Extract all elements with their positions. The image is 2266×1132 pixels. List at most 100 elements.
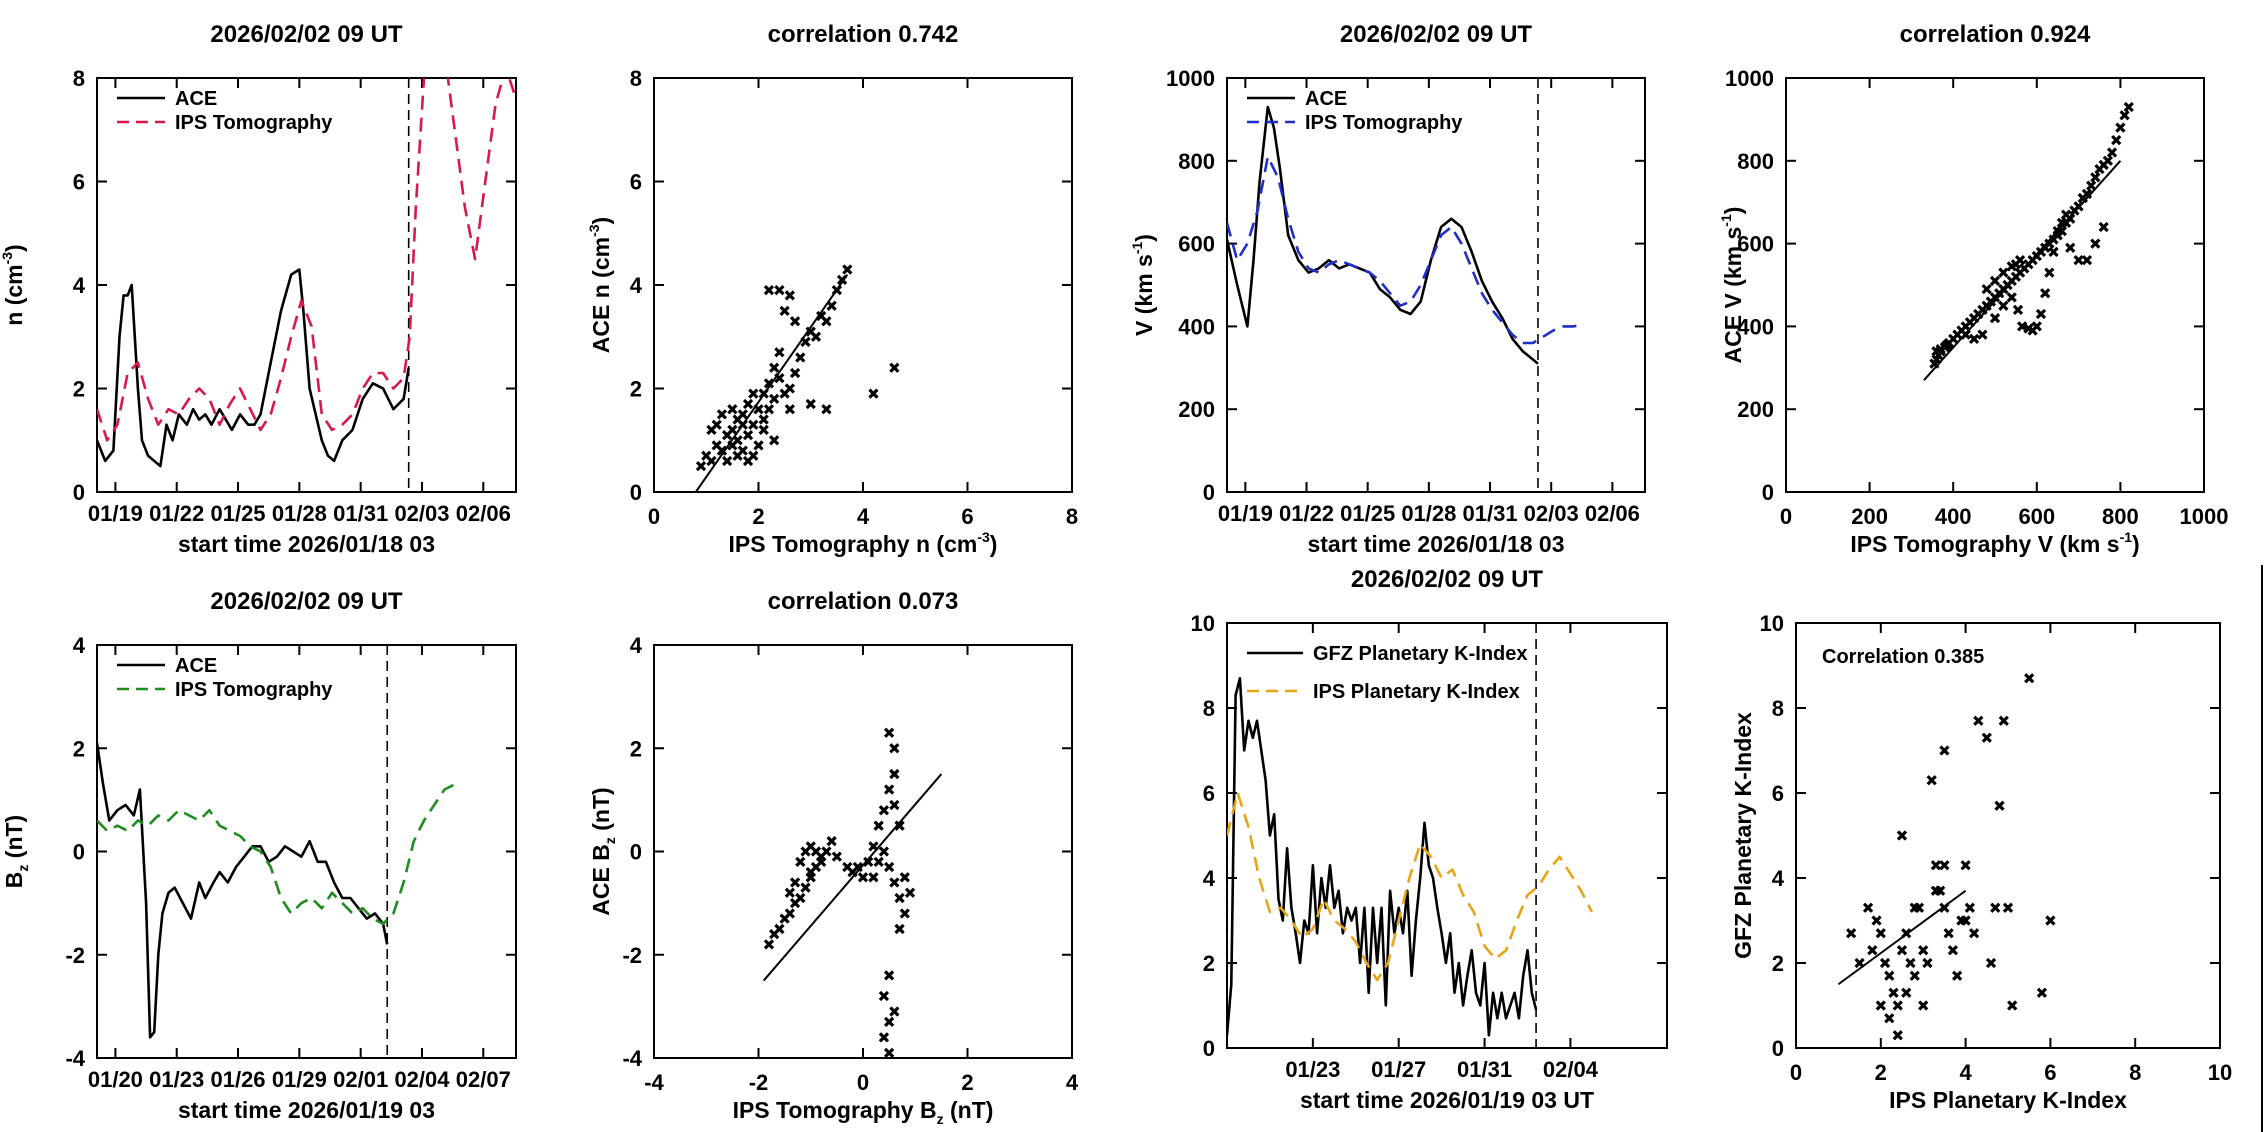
chart-panel-6: -4 -2 0 2 4 -4 -2 0 2 4 correlation 0.073 IPS Tomog…: [588, 588, 1079, 1127]
data-point: [763, 378, 775, 389]
data-point: [1892, 1000, 1903, 1011]
data-point: [1901, 987, 1912, 998]
data-point: [737, 409, 748, 420]
data-point: [1875, 1000, 1886, 1011]
data-point: [2006, 292, 2017, 303]
data-point: [810, 331, 822, 342]
y-tick-label: 10: [1760, 611, 1784, 636]
data-point: [774, 923, 785, 935]
data-point: [748, 388, 759, 399]
x-tick-label: 8: [2129, 1060, 2141, 1085]
data-point: [1888, 987, 1899, 998]
x-tick-label: 01/28: [272, 501, 327, 526]
data-point: [795, 892, 806, 904]
chart-panel-4: 0 200 400 600 800 1000 0 200 400 600 800 1000 correl…: [1718, 21, 2228, 557]
plot-area: [1227, 78, 1585, 492]
x-tick-label: 01/31: [333, 501, 388, 526]
data-point: [2036, 987, 2048, 998]
data-point: [748, 419, 759, 430]
data-point: [889, 877, 900, 888]
y-tick-label: 0: [1203, 1036, 1215, 1061]
data-point: [2040, 288, 2051, 299]
data-point: [1896, 830, 1908, 841]
legend-label: ACE: [175, 88, 217, 110]
data-point: [1901, 928, 1912, 939]
data-point: [821, 846, 832, 857]
data-point: [795, 352, 806, 363]
x-tick-label: 02/06: [456, 501, 511, 526]
data-point: [784, 887, 795, 898]
data-point: [716, 445, 728, 456]
data-point: [2052, 226, 2063, 237]
data-point: [716, 409, 728, 420]
x-tick-label: 01/23: [149, 1067, 204, 1092]
y-tick-label: 4: [1772, 866, 1785, 891]
data-point: [1990, 902, 2001, 913]
data-point: [2014, 255, 2026, 266]
x-axis-label: start time 2026/01/19 03: [178, 1097, 435, 1123]
y-tick-label: 200: [1737, 397, 1774, 422]
x-tick-label: 2: [1875, 1060, 1887, 1085]
data-point: [1951, 970, 1963, 981]
data-point: [826, 836, 837, 847]
x-tick-label: 0: [1790, 1060, 1802, 1085]
legend-label: ACE: [175, 655, 217, 677]
x-tick-label: 01/31: [1457, 1057, 1512, 1082]
data-point: [889, 362, 900, 373]
data-point: [878, 805, 890, 816]
data-point: [1909, 970, 1920, 981]
data-point: [1994, 800, 2005, 811]
data-point: [1926, 775, 1937, 786]
y-tick-label: 2: [630, 736, 642, 761]
data-point: [1892, 1030, 1903, 1041]
data-point: [774, 285, 785, 296]
y-tick-label: 800: [1737, 149, 1774, 174]
data-point: [2073, 201, 2084, 212]
data-point: [831, 851, 843, 862]
data-point: [889, 743, 900, 754]
data-point: [836, 274, 848, 285]
data-point: [789, 316, 801, 327]
y-tick-label: 600: [1737, 232, 1774, 257]
data-point: [1981, 732, 1992, 743]
data-point: [889, 1006, 900, 1017]
data-point: [2081, 188, 2093, 200]
plot-area: [762, 727, 943, 1058]
x-axis-label: IPS Tomography Bz (nT): [733, 1097, 994, 1127]
x-tick-label: 01/31: [1463, 501, 1518, 526]
x-tick-label: 02/07: [456, 1067, 511, 1092]
x-tick-label: 10: [2208, 1060, 2232, 1085]
x-tick-label: 01/20: [88, 1067, 143, 1092]
data-point: [784, 290, 795, 301]
y-tick-label: 0: [1762, 480, 1774, 505]
data-point: [789, 367, 801, 379]
data-point: [1998, 715, 2009, 726]
x-tick-label: 2: [961, 1070, 973, 1095]
data-point: [883, 1016, 895, 1027]
y-tick-label: 2: [1203, 951, 1215, 976]
data-point: [758, 388, 769, 399]
data-point: [1879, 957, 1891, 969]
data-point: [1989, 312, 2001, 324]
data-point: [1960, 329, 1971, 340]
data-point: [2045, 915, 2056, 926]
data-point: [695, 460, 707, 472]
data-point: [1985, 957, 1997, 969]
data-point: [2017, 321, 2028, 332]
data-point: [2035, 308, 2047, 320]
data-point: [2115, 122, 2126, 133]
plot-area: [1923, 101, 2134, 381]
plot-frame: [1795, 622, 2221, 1049]
y-tick-label: 2: [630, 377, 642, 402]
plot-frame: [653, 77, 1073, 493]
data-point: [868, 388, 879, 399]
y-tick-label: 0: [630, 840, 642, 865]
data-point: [899, 908, 910, 919]
y-tick-label: 8: [1772, 696, 1784, 721]
data-point: [774, 347, 785, 358]
plot-area: [694, 264, 900, 492]
data-point: [805, 867, 816, 878]
y-tick-label: 6: [73, 170, 85, 195]
data-point: [1968, 928, 1980, 939]
